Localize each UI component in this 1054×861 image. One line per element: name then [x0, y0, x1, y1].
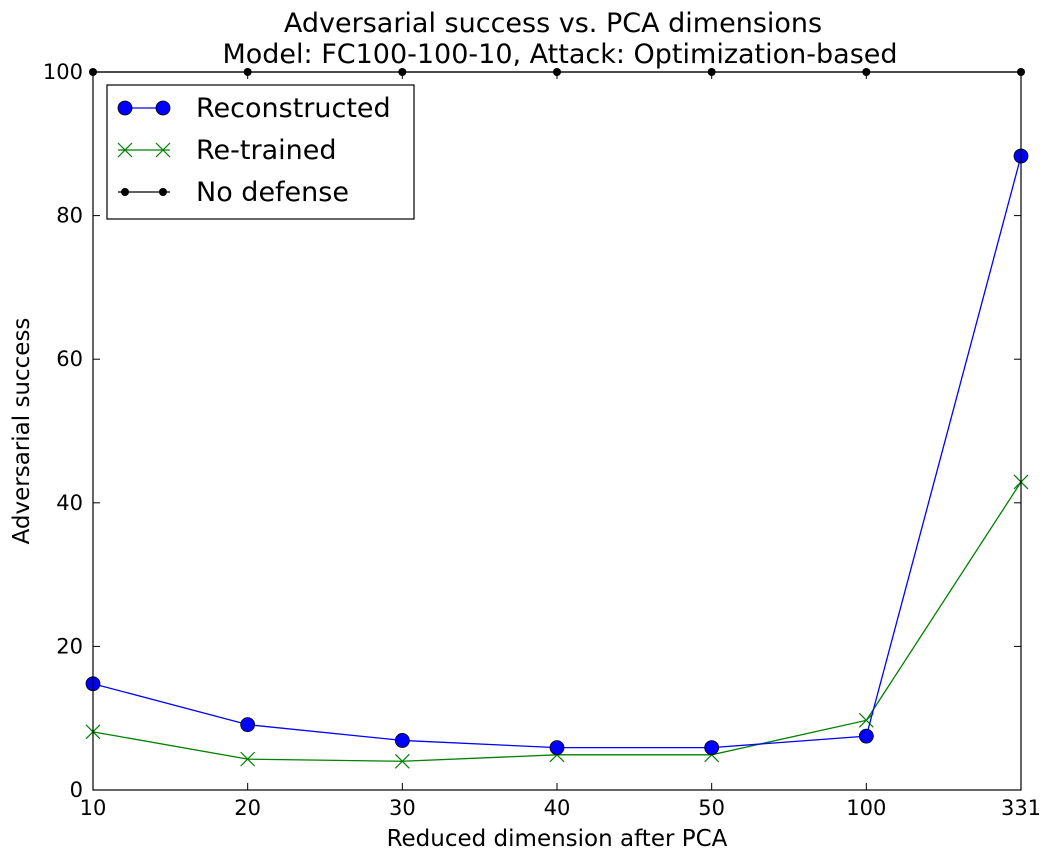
x-tick-label: 50 — [698, 796, 725, 820]
legend-entry: Reconstructed — [117, 93, 391, 124]
x-tick-label: 331 — [1001, 796, 1041, 820]
data-point — [240, 751, 256, 767]
data-point — [704, 740, 720, 756]
data-point — [117, 142, 133, 158]
series-re-trained — [85, 474, 1029, 769]
chart-title: Adversarial success vs. PCA dimensions — [284, 8, 822, 39]
series-line — [92, 481, 1022, 762]
data-point — [858, 728, 874, 744]
x-tick-label: 20 — [234, 796, 261, 820]
plot-frame — [92, 71, 1022, 791]
legend-label: Re-trained — [196, 135, 337, 166]
x-tick-label: 100 — [846, 796, 886, 820]
y-tick-label: 60 — [56, 347, 83, 371]
legend-label: No defense — [196, 177, 349, 208]
y-tick-label: 100 — [43, 60, 83, 84]
chart-subtitle: Model: FC100-100-10, Attack: Optimizatio… — [222, 39, 897, 70]
data-point — [240, 717, 256, 733]
series-reconstructed — [85, 148, 1029, 756]
data-point — [159, 188, 167, 196]
y-tick-label: 0 — [70, 778, 83, 802]
x-tick-label: 30 — [389, 796, 416, 820]
x-axis-label: Reduced dimension after PCA — [387, 826, 728, 852]
y-axis-label: Adversarial success — [9, 318, 35, 545]
y-tick-label: 40 — [56, 491, 83, 515]
x-tick-label: 10 — [80, 796, 107, 820]
data-point — [155, 100, 171, 116]
data-point — [121, 188, 129, 196]
data-point — [549, 740, 565, 756]
data-point — [394, 733, 410, 748]
data-point — [155, 142, 171, 158]
series-line — [92, 155, 1022, 749]
data-point — [858, 712, 874, 728]
legend-entry: Re-trained — [117, 135, 337, 166]
data-point — [117, 100, 133, 116]
x-tick-label: 40 — [544, 796, 571, 820]
legend: Reconstructed Re-trained No defense — [106, 84, 415, 220]
tick-labels: 10 20 30 40 50 100 331 0 20 40 60 80 100 — [43, 60, 1041, 820]
legend-entry: No defense — [118, 177, 349, 208]
y-tick-label: 80 — [56, 204, 83, 228]
legend-label: Reconstructed — [196, 93, 391, 124]
y-tick-label: 20 — [56, 634, 83, 658]
data-point — [394, 753, 410, 769]
